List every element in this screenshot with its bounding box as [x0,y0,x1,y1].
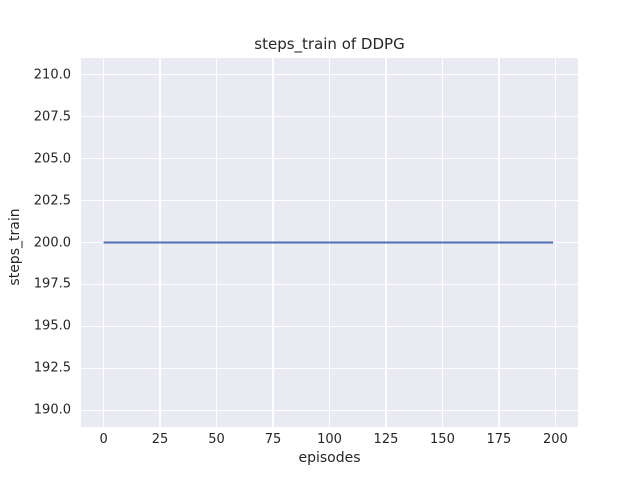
y-tick-label: 207.5 [33,109,71,125]
gridline-horizontal [81,74,578,76]
x-tick-label: 125 [373,432,399,447]
series-layer [103,241,554,244]
x-tick-label: 25 [151,432,169,447]
y-tick-label: 197.5 [33,276,71,292]
x-tick-label: 200 [542,432,568,447]
x-tick-label: 0 [99,432,108,447]
y-tick-label: 200.0 [33,235,71,250]
gridline-horizontal [81,199,578,202]
x-axis-label: episodes [298,450,361,466]
y-axis-label: steps_train [7,208,23,286]
x-tick-label: 100 [317,432,342,447]
y-tick-label: 190.0 [33,402,71,418]
y-tick-label: 202.5 [33,193,71,209]
plot-area [81,58,578,427]
y-tick-label: 195.0 [33,318,71,334]
chart-title: steps_train of DDPG [254,35,405,53]
x-tick-label: 75 [264,432,282,447]
y-tick-label: 210.0 [33,67,71,83]
gridline-horizontal [81,283,578,286]
x-tick-label: 50 [208,432,225,447]
gridline-horizontal [81,409,578,411]
y-tick-label: 205.0 [33,151,71,167]
x-tick-label: 175 [486,432,512,447]
gridline-horizontal [81,325,578,327]
y-tick-label: 192.5 [33,360,71,376]
x-tick-label: 150 [430,432,455,447]
gridline-horizontal [81,157,578,160]
gridline-horizontal [81,367,578,369]
gridline-horizontal [81,116,578,118]
